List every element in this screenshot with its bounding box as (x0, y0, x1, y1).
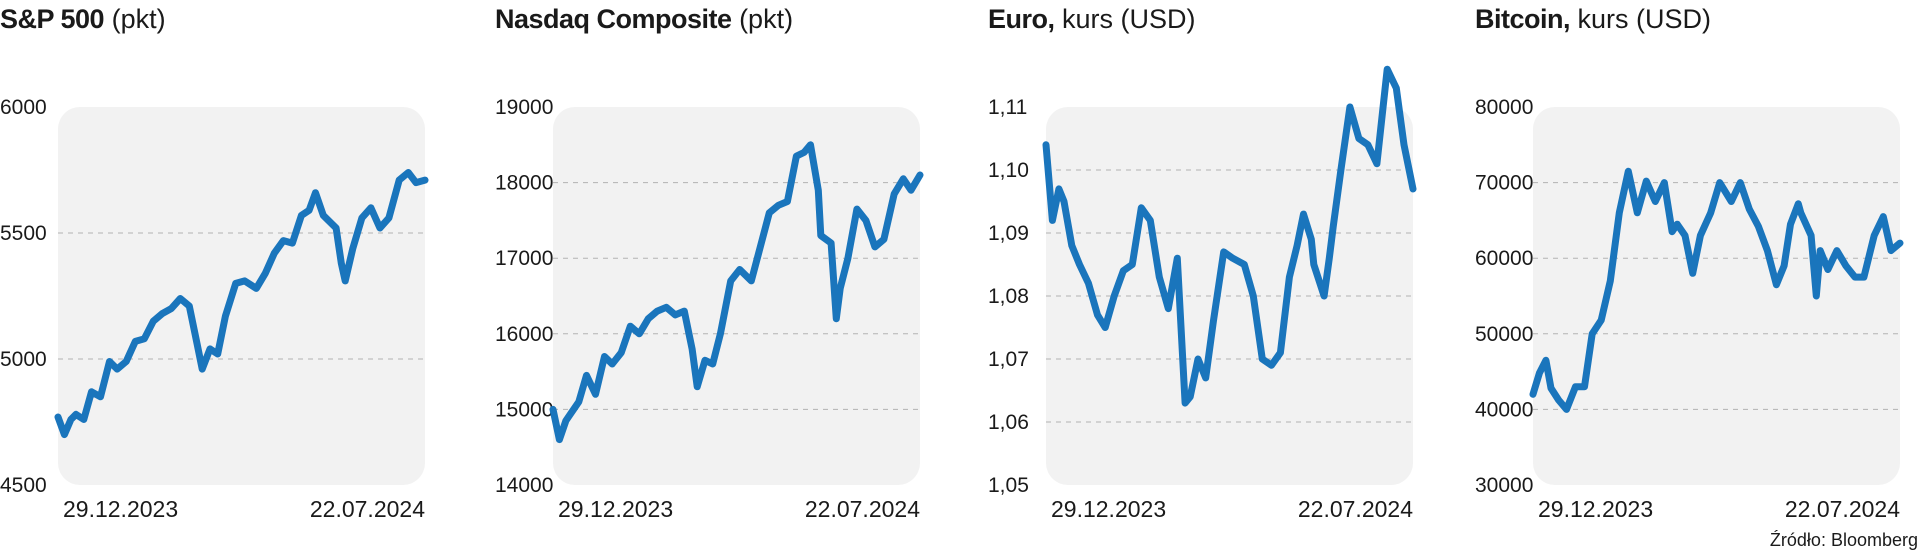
y-tick-label: 17000 (495, 247, 553, 270)
y-tick-label: 1,10 (988, 159, 1029, 182)
chart-title-unit: (pkt) (739, 4, 794, 34)
line-chart-bitcoin: 80000 70000 60000 50000 40000 3000029.12.2023… (1475, 96, 1904, 522)
x-tick-label: 22.07.2024 (1298, 496, 1413, 522)
chart-panel-euro: Euro, kurs (USD) 1,11 1,10 1,09 1,08 1,07 1,0… (988, 0, 1468, 557)
x-tick-label: 29.12.2023 (558, 496, 673, 522)
source-note: Źródło: Bloomberg (1769, 530, 1918, 550)
chart-panel-nasdaq: Nasdaq Composite (pkt) 19000 18000 17000 16… (495, 0, 975, 557)
y-tick-label: 1,05 (988, 474, 1029, 497)
plot-area (58, 107, 425, 485)
y-tick-label: 4500 (0, 474, 47, 497)
y-tick-label: 1,06 (988, 411, 1029, 434)
chart-title-name: S&P 500 (0, 4, 105, 34)
y-tick-label: 14000 (495, 474, 553, 497)
chart-title: S&P 500 (pkt) (0, 4, 166, 35)
y-tick-label: 1,07 (988, 348, 1029, 371)
y-tick-label: 1,08 (988, 285, 1029, 308)
x-tick-label: 29.12.2023 (1051, 496, 1166, 522)
plot-area (1533, 107, 1900, 485)
y-tick-label: 70000 (1475, 172, 1533, 195)
chart-panel-sp500: S&P 500 (pkt) 6000 5500 5000 4500 29.12.2023… (0, 0, 480, 557)
y-tick-label: 1,11 (988, 96, 1027, 119)
y-tick-label: 40000 (1475, 398, 1533, 421)
chart-title: Nasdaq Composite (pkt) (495, 4, 793, 35)
line-chart-euro: 1,11 1,10 1,09 1,08 1,07 1,06 1,05 29.12.2023 22… (988, 65, 1417, 522)
y-tick-label: 80000 (1475, 96, 1533, 119)
y-tick-label: 16000 (495, 323, 553, 346)
y-tick-label: 1,09 (988, 222, 1029, 245)
x-tick-label: 22.07.2024 (1785, 496, 1900, 522)
y-tick-label: 6000 (0, 96, 47, 119)
y-tick-label: 50000 (1475, 323, 1533, 346)
chart-title: Euro, kurs (USD) (988, 4, 1196, 35)
x-tick-label: 29.12.2023 (63, 496, 178, 522)
series-line (1042, 65, 1417, 407)
plot-area (553, 107, 920, 485)
chart-title-unit: kurs (USD) (1577, 4, 1712, 34)
y-tick-label: 60000 (1475, 247, 1533, 270)
y-tick-label: 5000 (0, 348, 47, 371)
chart-title-name: Euro, (988, 4, 1055, 34)
chart-title-unit: (pkt) (111, 4, 166, 34)
y-tick-label: 5500 (0, 222, 47, 245)
chart-title: Bitcoin, kurs (USD) (1475, 4, 1711, 35)
line-chart-nasdaq: 19000 18000 17000 16000 15000 1400029.12.2023… (495, 96, 924, 522)
y-tick-label: 18000 (495, 172, 553, 195)
series-line (1529, 167, 1904, 413)
x-tick-label: 29.12.2023 (1538, 496, 1653, 522)
y-tick-label: 19000 (495, 96, 553, 119)
series-line (549, 141, 924, 444)
line-chart-sp500: 6000 5500 5000 4500 29.12.2023 22.07.2024 (0, 96, 429, 522)
chart-title-name: Nasdaq Composite (495, 4, 732, 34)
y-tick-label: 15000 (495, 398, 553, 421)
x-tick-label: 22.07.2024 (310, 496, 425, 522)
x-tick-label: 22.07.2024 (805, 496, 920, 522)
series-line (54, 169, 429, 439)
chart-title-unit: kurs (USD) (1062, 4, 1196, 34)
chart-panel-bitcoin: Bitcoin, kurs (USD) 80000 70000 60000 50000… (1475, 0, 1920, 557)
y-tick-label: 30000 (1475, 474, 1533, 497)
chart-title-name: Bitcoin, (1475, 4, 1571, 34)
